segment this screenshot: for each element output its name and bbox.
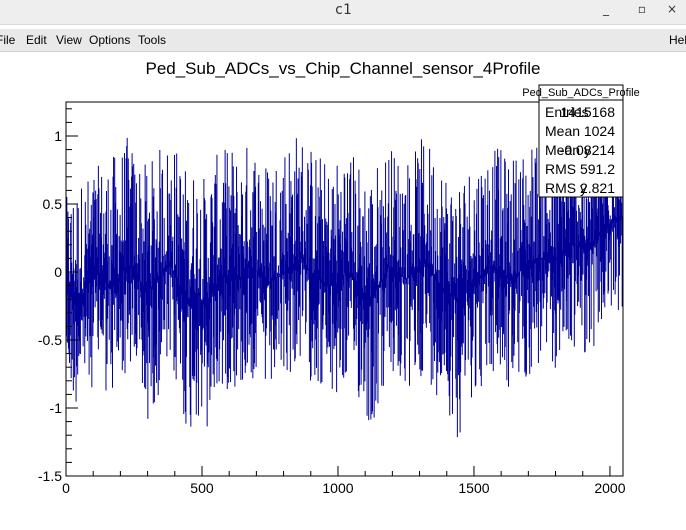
y-tick-label: -1 [50, 400, 63, 416]
stat-value-entries: 1415168 [560, 104, 615, 120]
window-title: c1 [334, 2, 352, 18]
menu-file[interactable]: File [0, 33, 16, 47]
x-tick-label: 500 [190, 480, 214, 496]
series-layer [65, 137, 624, 438]
stat-label-mean: Mean [545, 123, 580, 139]
menu-view[interactable]: View [56, 33, 82, 47]
stat-label-rms: RMS [545, 161, 576, 177]
y-tick-label: 0.5 [43, 196, 63, 212]
profile-plot[interactable]: Ped_Sub_ADCs_vs_Chip_Channel_sensor_4Pro… [0, 52, 686, 526]
stat-value-mean-y: -0.08214 [560, 142, 615, 158]
window-titlebar: c1 _ ▫ × [0, 0, 686, 25]
x-tick-label: 2000 [594, 480, 625, 496]
close-button[interactable]: × [666, 2, 678, 16]
y-tick-label: -1.5 [38, 468, 62, 484]
axis-layer: 0 500 1000 1500 2000 -1.5 -1 -0.5 0 0.5 1 [38, 108, 626, 496]
root-canvas[interactable]: Ped_Sub_ADCs_vs_Chip_Channel_sensor_4Pro… [0, 52, 686, 526]
menu-help[interactable]: Help [669, 33, 686, 47]
chart-title: Ped_Sub_ADCs_vs_Chip_Channel_sensor_4Pro… [145, 59, 540, 78]
menu-edit[interactable]: Edit [26, 33, 47, 47]
stat-label-rms-y: RMS y [545, 180, 587, 196]
y-tick-label: -0.5 [38, 332, 62, 348]
y-tick-label: 1 [54, 128, 62, 144]
stat-value-rms: 591.2 [580, 161, 615, 177]
stats-box-frame [538, 84, 624, 198]
stat-label-entries: Entries [545, 104, 589, 120]
stats-box[interactable]: Ped_Sub_ADCs_Profile Entries 1415168 Mea… [522, 84, 640, 198]
stat-value-mean: 1024 [584, 123, 615, 139]
stats-box-title: Ped_Sub_ADCs_Profile [522, 87, 639, 99]
y-tick-label: 0 [54, 264, 62, 280]
stat-label-mean-y: Mean y [545, 142, 591, 158]
x-tick-label: 0 [62, 480, 70, 496]
plot-frame [65, 101, 624, 477]
maximize-button[interactable]: ▫ [637, 2, 647, 16]
menubar: File Edit View Options Tools Help [0, 29, 686, 52]
x-tick-label: 1500 [458, 480, 489, 496]
stat-value-rms-y: 2.821 [580, 180, 615, 196]
menu-tools[interactable]: Tools [138, 33, 167, 47]
x-tick-label: 1000 [322, 480, 353, 496]
minimize-button[interactable]: _ [603, 2, 609, 16]
menu-options[interactable]: Options [89, 33, 131, 47]
